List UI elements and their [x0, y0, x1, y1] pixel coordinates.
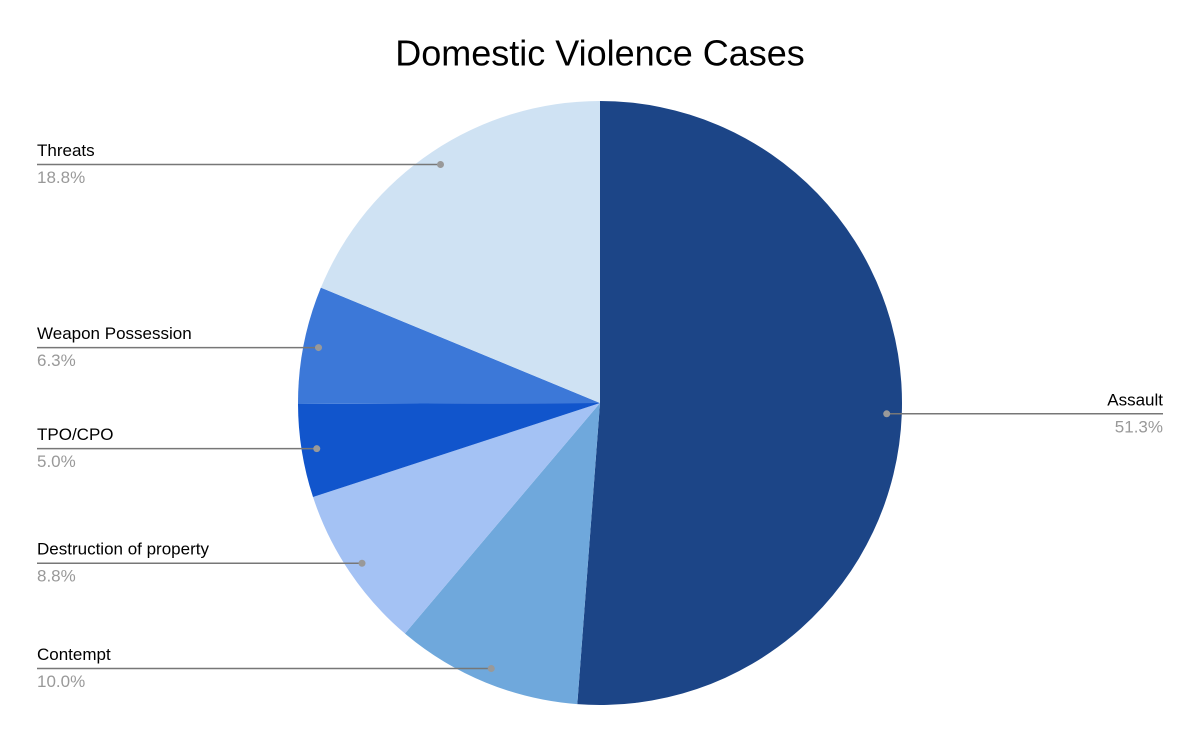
slice-value-label: 51.3%	[1115, 417, 1163, 436]
slice-value-label: 10.0%	[37, 672, 85, 691]
slice-label: Destruction of property	[37, 540, 209, 559]
slice-value-label: 5.0%	[37, 452, 76, 471]
leader-dot	[358, 559, 366, 567]
slice-label: TPO/CPO	[37, 425, 114, 444]
slice-value-label: 6.3%	[37, 351, 76, 370]
pie-slice	[577, 101, 903, 705]
slice-label: Contempt	[37, 645, 111, 664]
leader-dot	[315, 344, 323, 352]
leader-dot	[487, 664, 495, 672]
slice-label: Assault	[1107, 390, 1163, 409]
slice-label: Weapon Possession	[37, 324, 192, 343]
pie-slice	[298, 287, 600, 404]
pie-slice	[404, 403, 600, 705]
leader-dot	[883, 410, 891, 418]
chart-title: Domestic Violence Cases	[395, 33, 805, 74]
slice-label: Threats	[37, 141, 95, 160]
leader-dot	[437, 161, 445, 169]
pie-slice	[313, 403, 600, 634]
pie-slice	[298, 403, 600, 498]
slice-value-label: 8.8%	[37, 567, 76, 586]
leader-dot	[313, 445, 321, 453]
slice-value-label: 18.8%	[37, 168, 85, 187]
pie-slice	[320, 101, 600, 403]
